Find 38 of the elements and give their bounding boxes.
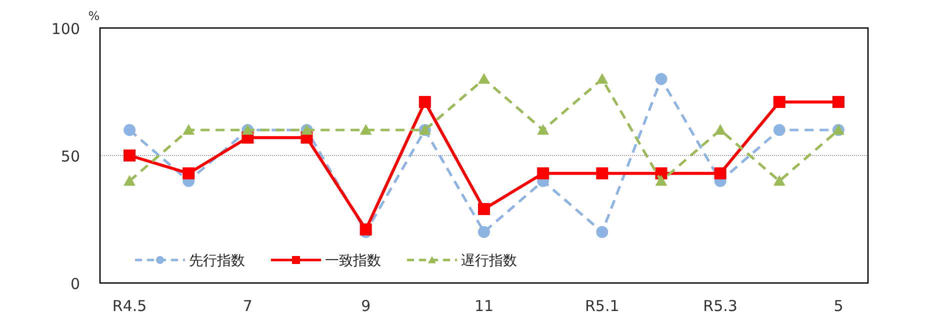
point — [418, 96, 431, 108]
x-tick-label: 9 — [361, 297, 371, 315]
point — [478, 226, 490, 238]
point — [360, 223, 372, 236]
point — [537, 124, 550, 135]
point — [773, 96, 786, 108]
x-tick-label: 11 — [474, 297, 494, 315]
point — [714, 124, 726, 135]
point — [596, 73, 608, 84]
point — [714, 167, 726, 180]
point — [596, 226, 608, 238]
legend-label: 一致指数 — [325, 253, 381, 269]
point — [124, 175, 136, 186]
y-tick-label: 100 — [51, 20, 80, 38]
y-tick-label: 50 — [60, 148, 80, 166]
point — [655, 73, 668, 85]
y-axis-title: % — [88, 9, 100, 23]
legend-label: 先行指数 — [189, 253, 245, 269]
point — [124, 124, 136, 136]
point — [773, 124, 786, 136]
point — [655, 175, 668, 186]
x-tick-label: R4.5 — [112, 297, 147, 315]
x-tick-label: R5.3 — [703, 297, 738, 315]
point — [124, 150, 136, 162]
point — [773, 175, 786, 186]
point — [537, 167, 550, 180]
x-tick-label: 7 — [242, 297, 252, 315]
point — [182, 167, 195, 180]
legend-label: 遅行指数 — [461, 253, 517, 269]
point — [478, 203, 490, 216]
point — [360, 124, 372, 135]
x-tick-label: R5.1 — [585, 297, 620, 315]
x-tick-label: 5 — [834, 297, 844, 315]
point — [478, 73, 490, 84]
point — [182, 124, 195, 135]
point — [596, 167, 608, 180]
y-tick-label: 0 — [70, 275, 80, 293]
point — [832, 96, 844, 108]
